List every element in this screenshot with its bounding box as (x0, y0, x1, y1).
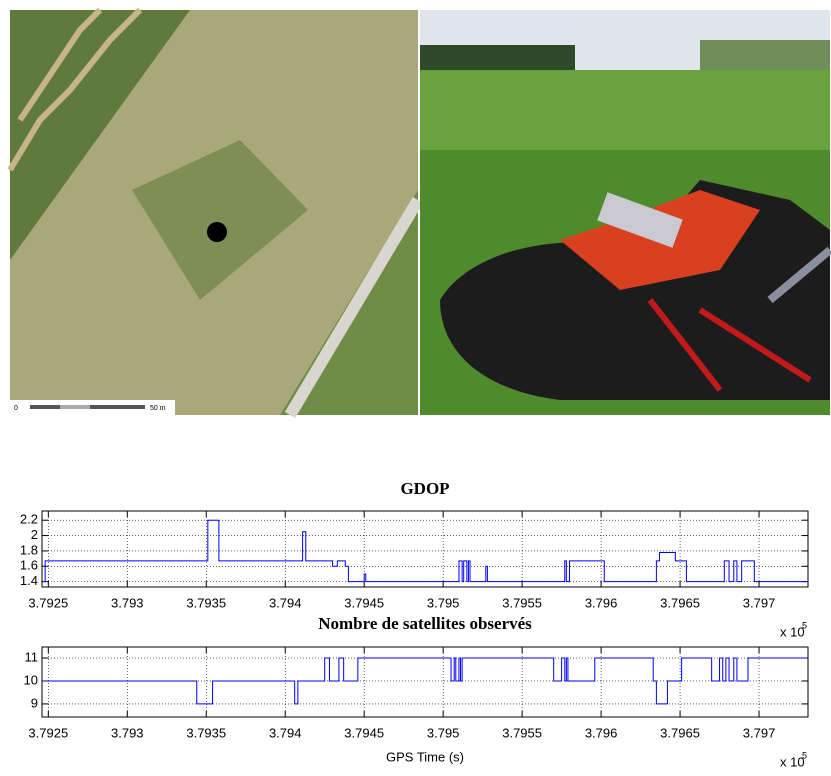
scale-end: 50 m (150, 405, 166, 412)
x-axis-label: GPS Time (s) (386, 749, 464, 764)
x-tick-label: 3.794 (269, 595, 302, 610)
x-tick-label: 3.795 (427, 595, 460, 610)
x-tick-label: 3.793 (111, 595, 144, 610)
y-tick-label: 2 (31, 527, 38, 542)
x-tick-label: 3.7935 (186, 725, 226, 740)
axes-box (41, 510, 809, 588)
plot-area (42, 647, 808, 717)
x-tick-label: 3.7965 (660, 595, 700, 610)
axes-box (41, 646, 809, 718)
y-tick-label: 1.4 (20, 573, 38, 588)
x-tick-label: 3.7925 (28, 595, 68, 610)
chart-title: Nombre de satellites observés (318, 614, 532, 633)
x-multiplier-exponent: 5 (802, 750, 807, 760)
x-multiplier: x 10 (780, 754, 805, 769)
y-tick-label: 11 (25, 649, 39, 664)
x-tick-label: 3.7955 (502, 595, 542, 610)
x-multiplier-exponent: 5 (802, 620, 807, 630)
y-tick-label: 1.6 (20, 558, 38, 573)
x-tick-label: 3.796 (585, 725, 618, 740)
x-tick-label: 3.7955 (502, 725, 542, 740)
x-tick-label: 3.794 (269, 725, 302, 740)
y-tick-label: 1.8 (20, 542, 38, 557)
data-line (42, 519, 808, 583)
field-photo (420, 10, 831, 415)
x-tick-label: 3.795 (427, 725, 460, 740)
y-tick-label: 10 (24, 672, 38, 687)
data-line (42, 657, 808, 705)
x-tick-label: 3.7945 (344, 595, 384, 610)
chart-title: GDOP (400, 479, 449, 498)
x-multiplier: x 10 (780, 624, 805, 639)
x-tick-label: 3.797 (743, 595, 776, 610)
x-tick-label: 3.793 (111, 725, 144, 740)
aerial-photo: 0 50 m (7, 7, 424, 419)
x-tick-label: 3.7925 (28, 725, 68, 740)
x-tick-label: 3.7965 (660, 725, 700, 740)
scale-start: 0 (14, 405, 18, 412)
x-tick-label: 3.7945 (344, 725, 384, 740)
x-tick-label: 3.797 (743, 725, 776, 740)
x-tick-label: 3.796 (585, 595, 618, 610)
y-tick-label: 2.2 (20, 512, 38, 527)
x-tick-label: 3.7935 (186, 595, 226, 610)
y-tick-label: 9 (31, 695, 38, 710)
plot-area (42, 511, 808, 587)
